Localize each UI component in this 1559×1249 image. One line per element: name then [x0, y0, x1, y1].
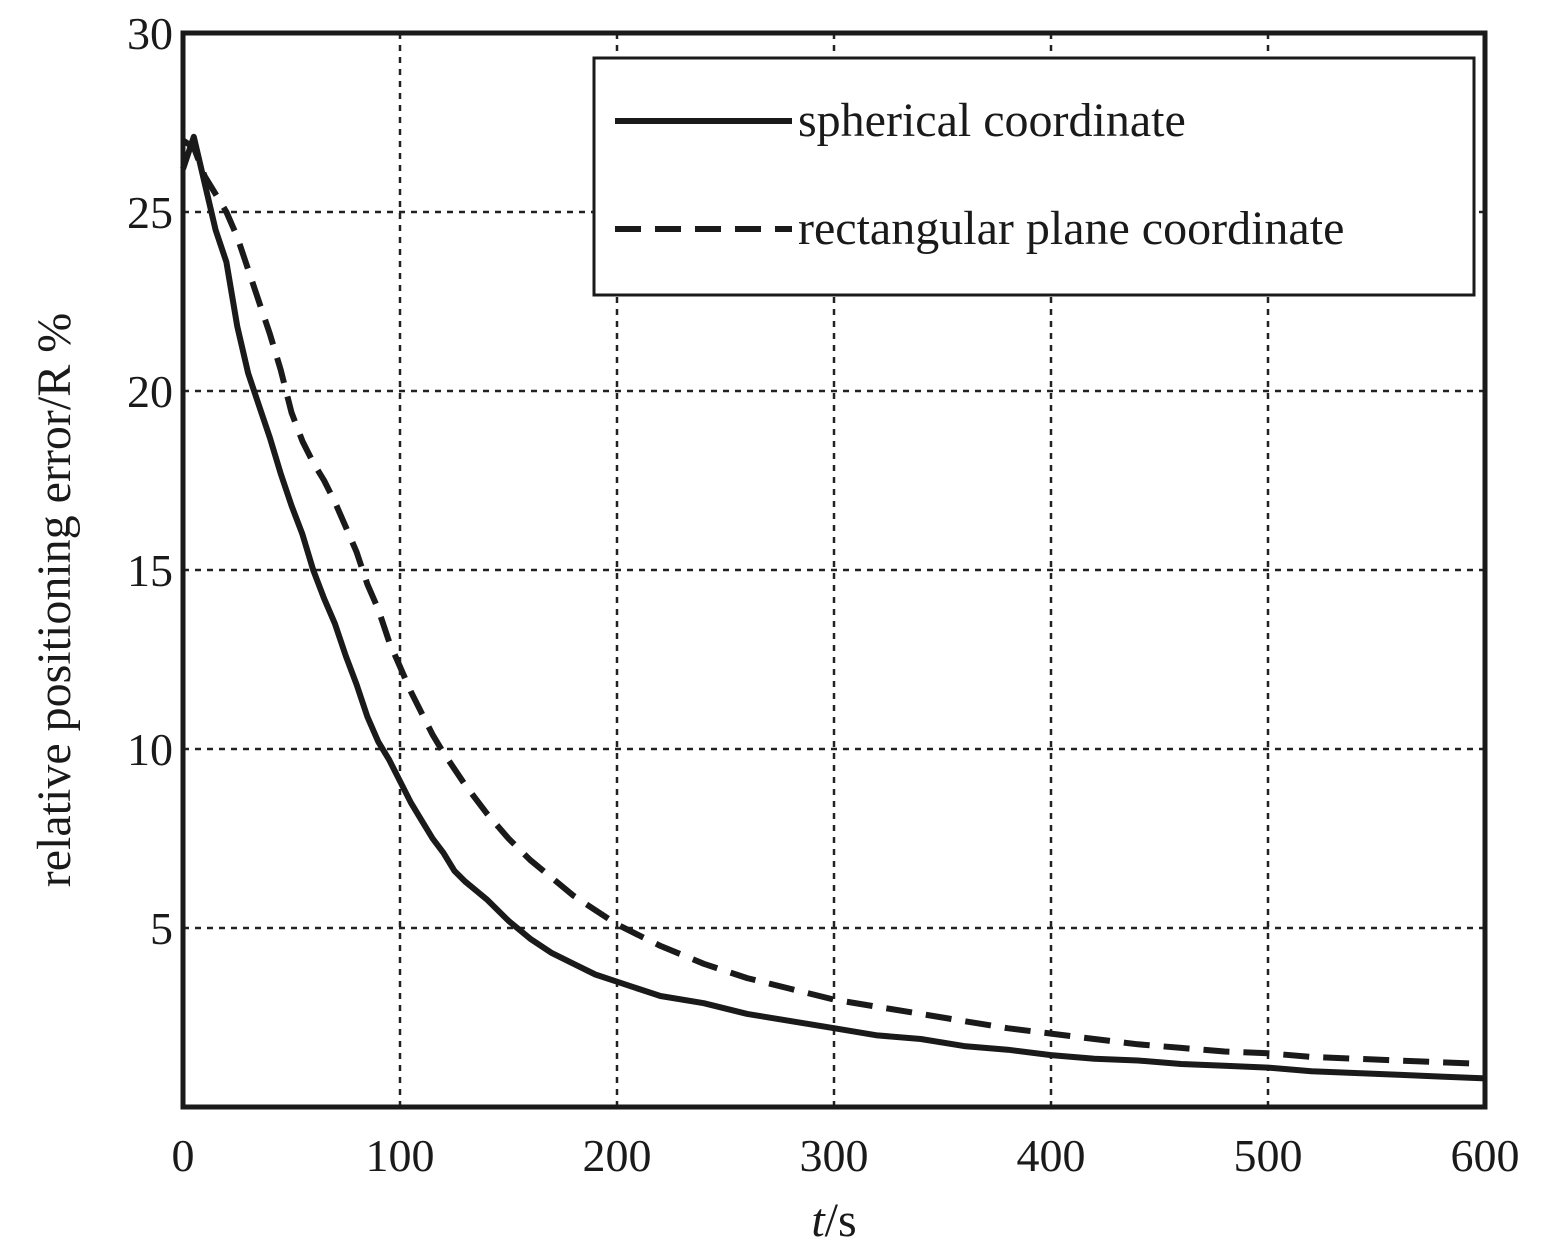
x-tick-label-0: 0: [172, 1130, 195, 1181]
x-axis-label: t/s: [811, 1194, 856, 1247]
y-axis-label: relative positioning error/R %: [28, 313, 81, 888]
tick-labels: 0 100 200 300 400 500 600 5 10 15 20 25 30: [127, 8, 1520, 1181]
x-tick-label-400: 400: [1017, 1130, 1086, 1181]
series-line-rectangular-plane-coordinate: [181, 137, 1486, 1067]
y-tick-label-10: 10: [127, 724, 173, 775]
legend-label-rectangular-plane-coordinate: rectangular plane coordinate: [798, 202, 1344, 255]
series-line-spherical-coordinate: [180, 133, 1486, 1082]
legend: spherical coordinate rectangular plane c…: [592, 56, 1476, 297]
x-tick-label-200: 200: [583, 1130, 652, 1181]
x-tick-label-100: 100: [366, 1130, 435, 1181]
x-tick-label-500: 500: [1234, 1130, 1303, 1181]
legend-frame: [592, 56, 1476, 297]
series-lines: [180, 133, 1486, 1082]
y-tick-label-5: 5: [150, 903, 173, 954]
legend-label-spherical-coordinate: spherical coordinate: [798, 94, 1186, 147]
y-tick-label-30: 30: [127, 8, 173, 59]
y-tick-label-20: 20: [127, 366, 173, 417]
plot-area-frame: [180, 30, 1488, 1110]
y-tick-label-25: 25: [127, 187, 173, 238]
x-tick-label-300: 300: [800, 1130, 869, 1181]
x-tick-label-600: 600: [1451, 1130, 1520, 1181]
x-axis-label-unit: /s: [825, 1194, 857, 1247]
y-tick-label-15: 15: [127, 545, 173, 596]
x-axis-label-variable: t: [811, 1194, 826, 1247]
